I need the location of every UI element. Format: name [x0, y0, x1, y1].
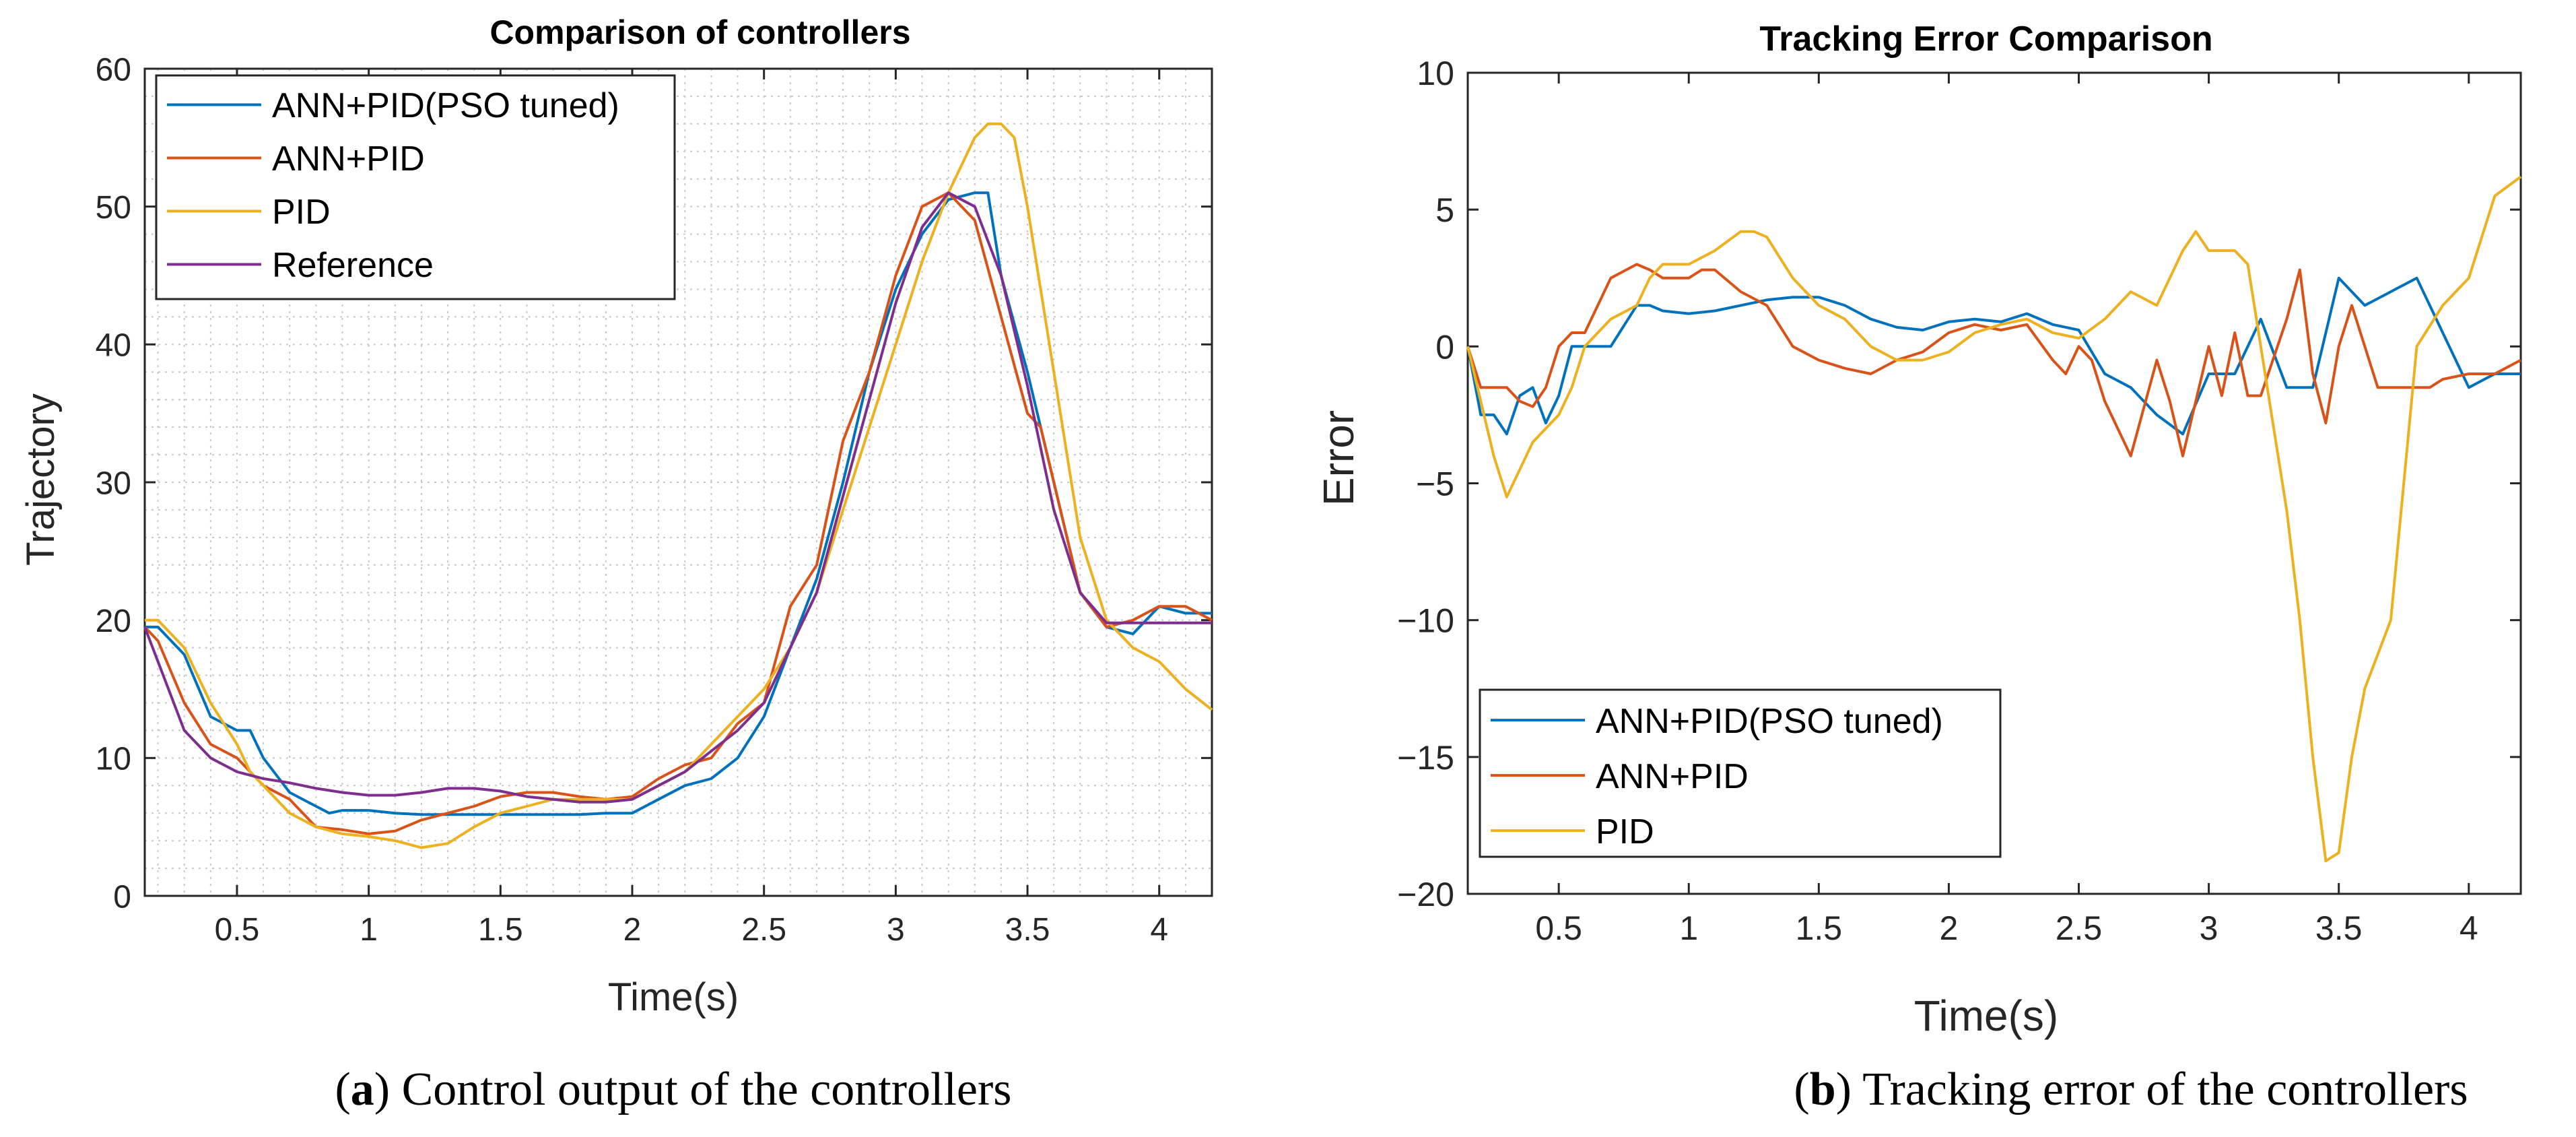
chart-a-y-tick-label: 30	[96, 465, 131, 501]
chart-b-y-tick-label: 10	[1417, 55, 1454, 92]
chart-b-series-pid	[1466, 175, 2522, 863]
chart-a-y-tick-label: 40	[96, 328, 131, 364]
chart-a-legend-label: ANN+PID	[272, 139, 425, 178]
chart-a-x-tick-label: 1.5	[478, 912, 523, 948]
chart-a-series-reference	[143, 191, 1212, 804]
chart-a-legend: ANN+PID(PSO tuned) ANN+PID PID Reference	[155, 74, 676, 300]
chart-b-x-tick-label: 3	[2200, 909, 2218, 947]
chart-b-y-tick-label: 0	[1435, 328, 1454, 366]
chart-a-caption-letter: a	[351, 1064, 374, 1115]
chart-a-y-tick-label: 0	[113, 879, 131, 915]
chart-a-x-tick-label: 2.5	[741, 912, 786, 948]
chart-b-legend-label: ANN+PID(PSO tuned)	[1596, 702, 1943, 741]
chart-b-legend-label: ANN+PID	[1596, 757, 1749, 796]
chart-a-y-axis-label: Trajectory	[19, 393, 63, 566]
chart-a-caption: (a) Control output of the controllers	[335, 1064, 1011, 1115]
chart-b-x-tick-label: 3.5	[2315, 909, 2363, 947]
chart-b-x-tick-label: 2	[1940, 909, 1959, 947]
chart-b-x-tick-label: 0.5	[1535, 909, 1582, 947]
chart-a-x-tick-label: 3	[887, 912, 905, 948]
chart-a-y-tick-label: 10	[96, 742, 131, 777]
chart-a-y-tick-label: 20	[96, 604, 131, 639]
chart-b-caption-open: (	[1794, 1064, 1809, 1115]
chart-b-series-ann-pid-pso-tuned	[1466, 276, 2521, 436]
chart-a-series-ann-pid-pso-tuned	[145, 191, 1212, 816]
chart-b-x-tick-label: 2.5	[2056, 909, 2103, 947]
chart-control-output: Comparison of controllers 0.5 1 1.5 2 2.5 3 3.…	[19, 13, 1213, 1115]
chart-a-legend-label: PID	[272, 193, 331, 232]
chart-a-legend-label: Reference	[272, 246, 434, 285]
chart-b-legend-label: PID	[1596, 812, 1654, 851]
chart-a-x-tick-label: 3.5	[1005, 912, 1050, 948]
chart-a-title: Comparison of controllers	[489, 13, 910, 51]
chart-b-caption: (b) Tracking error of the controllers	[1794, 1064, 2468, 1115]
chart-a-x-tick-label: 1	[360, 912, 378, 948]
chart-b-x-tick-label: 1.5	[1796, 909, 1843, 947]
chart-a-x-tick-label: 4	[1150, 912, 1168, 948]
chart-b-title: Tracking Error Comparison	[1759, 20, 2212, 59]
chart-b-caption-letter: b	[1810, 1064, 1836, 1115]
chart-a-legend-label: ANN+PID(PSO tuned)	[272, 86, 619, 125]
chart-b-y-tick-label: −5	[1416, 465, 1454, 503]
chart-a-y-tick-label: 50	[96, 190, 131, 226]
chart-b-y-tick-label: 5	[1435, 191, 1454, 229]
chart-b-y-tick-label: −15	[1397, 739, 1454, 777]
chart-b-legend: ANN+PID(PSO tuned) ANN+PID PID	[1479, 688, 2002, 858]
chart-b-y-tick-label: −20	[1397, 876, 1454, 913]
chart-a-caption-open: (	[335, 1064, 350, 1115]
chart-tracking-error: Tracking Error Comparison 0.5 1 1.5 2 2.5 3 3.…	[1314, 20, 2522, 1115]
chart-b-x-tick-label: 4	[2460, 909, 2478, 947]
chart-a-x-tick-label: 0.5	[215, 912, 260, 948]
chart-a-x-tick-label: 2	[623, 912, 642, 948]
chart-b-series-ann-pid	[1466, 263, 2521, 457]
chart-a-caption-text: ) Control output of the controllers	[374, 1064, 1012, 1115]
chart-b-legend-box	[1479, 688, 2002, 858]
chart-b-x-tick-label: 1	[1679, 909, 1698, 947]
chart-a-y-tick-label: 60	[96, 52, 131, 88]
chart-b-y-tick-label: −10	[1397, 602, 1454, 640]
chart-b-x-axis-label: Time(s)	[1914, 992, 2058, 1040]
chart-b-caption-text: ) Tracking error of the controllers	[1836, 1064, 2468, 1115]
chart-b-y-axis-label: Error	[1314, 410, 1363, 506]
chart-a-x-axis-label: Time(s)	[608, 975, 739, 1019]
chart-a-legend-box	[155, 74, 676, 300]
